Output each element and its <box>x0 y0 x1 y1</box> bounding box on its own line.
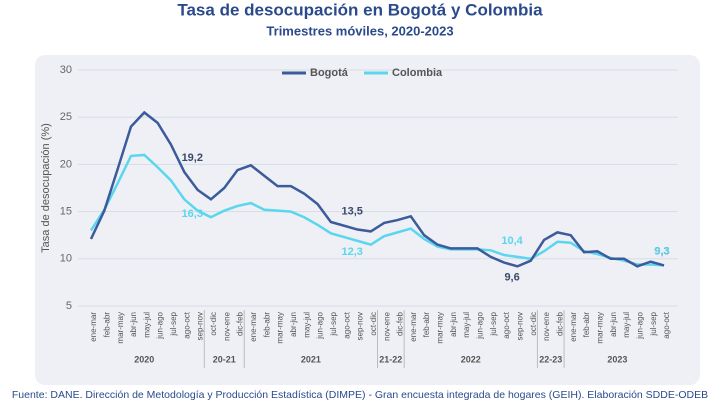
data-label: 9,6 <box>504 271 519 283</box>
x-tick-label: jun-ago <box>316 311 325 339</box>
x-tick-label: feb-abr <box>422 312 431 338</box>
x-tick-label: sep-nov <box>356 312 365 340</box>
x-tick-label: may-jul <box>622 312 631 338</box>
x-tick-label: ene-mar <box>249 312 258 342</box>
legend-label: Bogotá <box>310 67 349 79</box>
x-tick-label: sep-nov <box>196 312 205 340</box>
x-tick-label: mar-may <box>276 312 285 344</box>
x-tick-label: ago-oct <box>502 311 511 338</box>
group-label: 2021 <box>301 354 321 364</box>
x-tick-label: jul-sep <box>169 311 178 336</box>
x-tick-label: may-jul <box>142 312 151 338</box>
group-label: 21-22 <box>379 354 402 364</box>
line <box>89 110 665 268</box>
x-tick-label: jun-ago <box>156 311 165 339</box>
y-axis-label: Tasa de desocupación (%) <box>40 123 52 253</box>
x-tick-label: oct-dic <box>369 312 378 336</box>
x-tick-label: nov-ene <box>222 311 231 340</box>
y-tick-label: 5 <box>66 300 72 312</box>
x-tick-label: ago-oct <box>662 311 671 338</box>
x-tick-label: ago-oct <box>342 311 351 338</box>
x-tick-label: feb-abr <box>262 312 271 338</box>
x-tick-label: mar-may <box>595 312 604 344</box>
data-label: 12,3 <box>341 246 362 258</box>
x-tick-label: dic-feb <box>236 311 245 336</box>
panel <box>35 55 700 385</box>
x-tick-label: jul-sep <box>489 311 498 336</box>
x-tick-label: oct-dic <box>209 312 218 336</box>
y-tick-label: 10 <box>60 253 72 265</box>
legend-label: Colombia <box>392 67 443 79</box>
x-tick-label: jul-sep <box>649 311 658 336</box>
y-tick-label: 30 <box>60 64 72 76</box>
line <box>89 153 665 267</box>
x-tick-label: mar-may <box>436 312 445 344</box>
group-label: 20-21 <box>213 354 236 364</box>
group-label: 2020 <box>134 354 154 364</box>
chart-title: Tasa de desocupación en Bogotá y Colombi… <box>177 0 543 19</box>
x-tick-label: oct-dic <box>529 312 538 336</box>
x-tick-label: feb-abr <box>102 312 111 338</box>
group-label: 22-23 <box>539 354 562 364</box>
x-tick-label: mar-may <box>116 312 125 344</box>
x-tick-label: feb-abr <box>582 312 591 338</box>
x-tick-label: jul-sep <box>329 311 338 336</box>
group-label: 2022 <box>461 354 481 364</box>
group-label: 2023 <box>607 354 627 364</box>
x-tick-label: ene-mar <box>569 312 578 342</box>
y-tick-label: 25 <box>60 111 72 123</box>
x-tick-label: may-jul <box>302 312 311 338</box>
source: Fuente: DANE. Dirección de Metodología y… <box>12 389 708 400</box>
data-label: 9,3 <box>654 245 669 257</box>
data-label: 13,5 <box>341 206 362 218</box>
x-tick-label: dic-feb <box>396 311 405 336</box>
chart-subtitle: Trimestres móviles, 2020-2023 <box>266 23 453 38</box>
x-tick-label: jun-ago <box>635 311 644 339</box>
x-tick-label: abr-jun <box>609 312 618 337</box>
x-tick-label: dic-feb <box>556 311 565 336</box>
x-tick-label: abr-jun <box>449 312 458 337</box>
data-label: 9,3 <box>654 245 669 257</box>
data-label: 10,4 <box>501 235 523 247</box>
x-tick-label: abr-jun <box>289 312 298 337</box>
x-tick-label: jun-ago <box>476 311 485 339</box>
x-tick-label: ene-mar <box>409 312 418 342</box>
x-tick-label: ago-oct <box>182 311 191 338</box>
x-tick-label: abr-jun <box>129 312 138 337</box>
data-label: 19,2 <box>182 152 203 164</box>
x-tick-label: nov-ene <box>382 311 391 340</box>
x-tick-label: ene-mar <box>89 312 98 342</box>
y-tick-label: 15 <box>60 206 72 218</box>
x-tick-label: may-jul <box>462 312 471 338</box>
y-tick-label: 20 <box>60 158 72 170</box>
x-tick-label: nov-ene <box>542 311 551 340</box>
data-label: 16,3 <box>182 208 203 220</box>
x-tick-label: sep-nov <box>516 312 525 340</box>
